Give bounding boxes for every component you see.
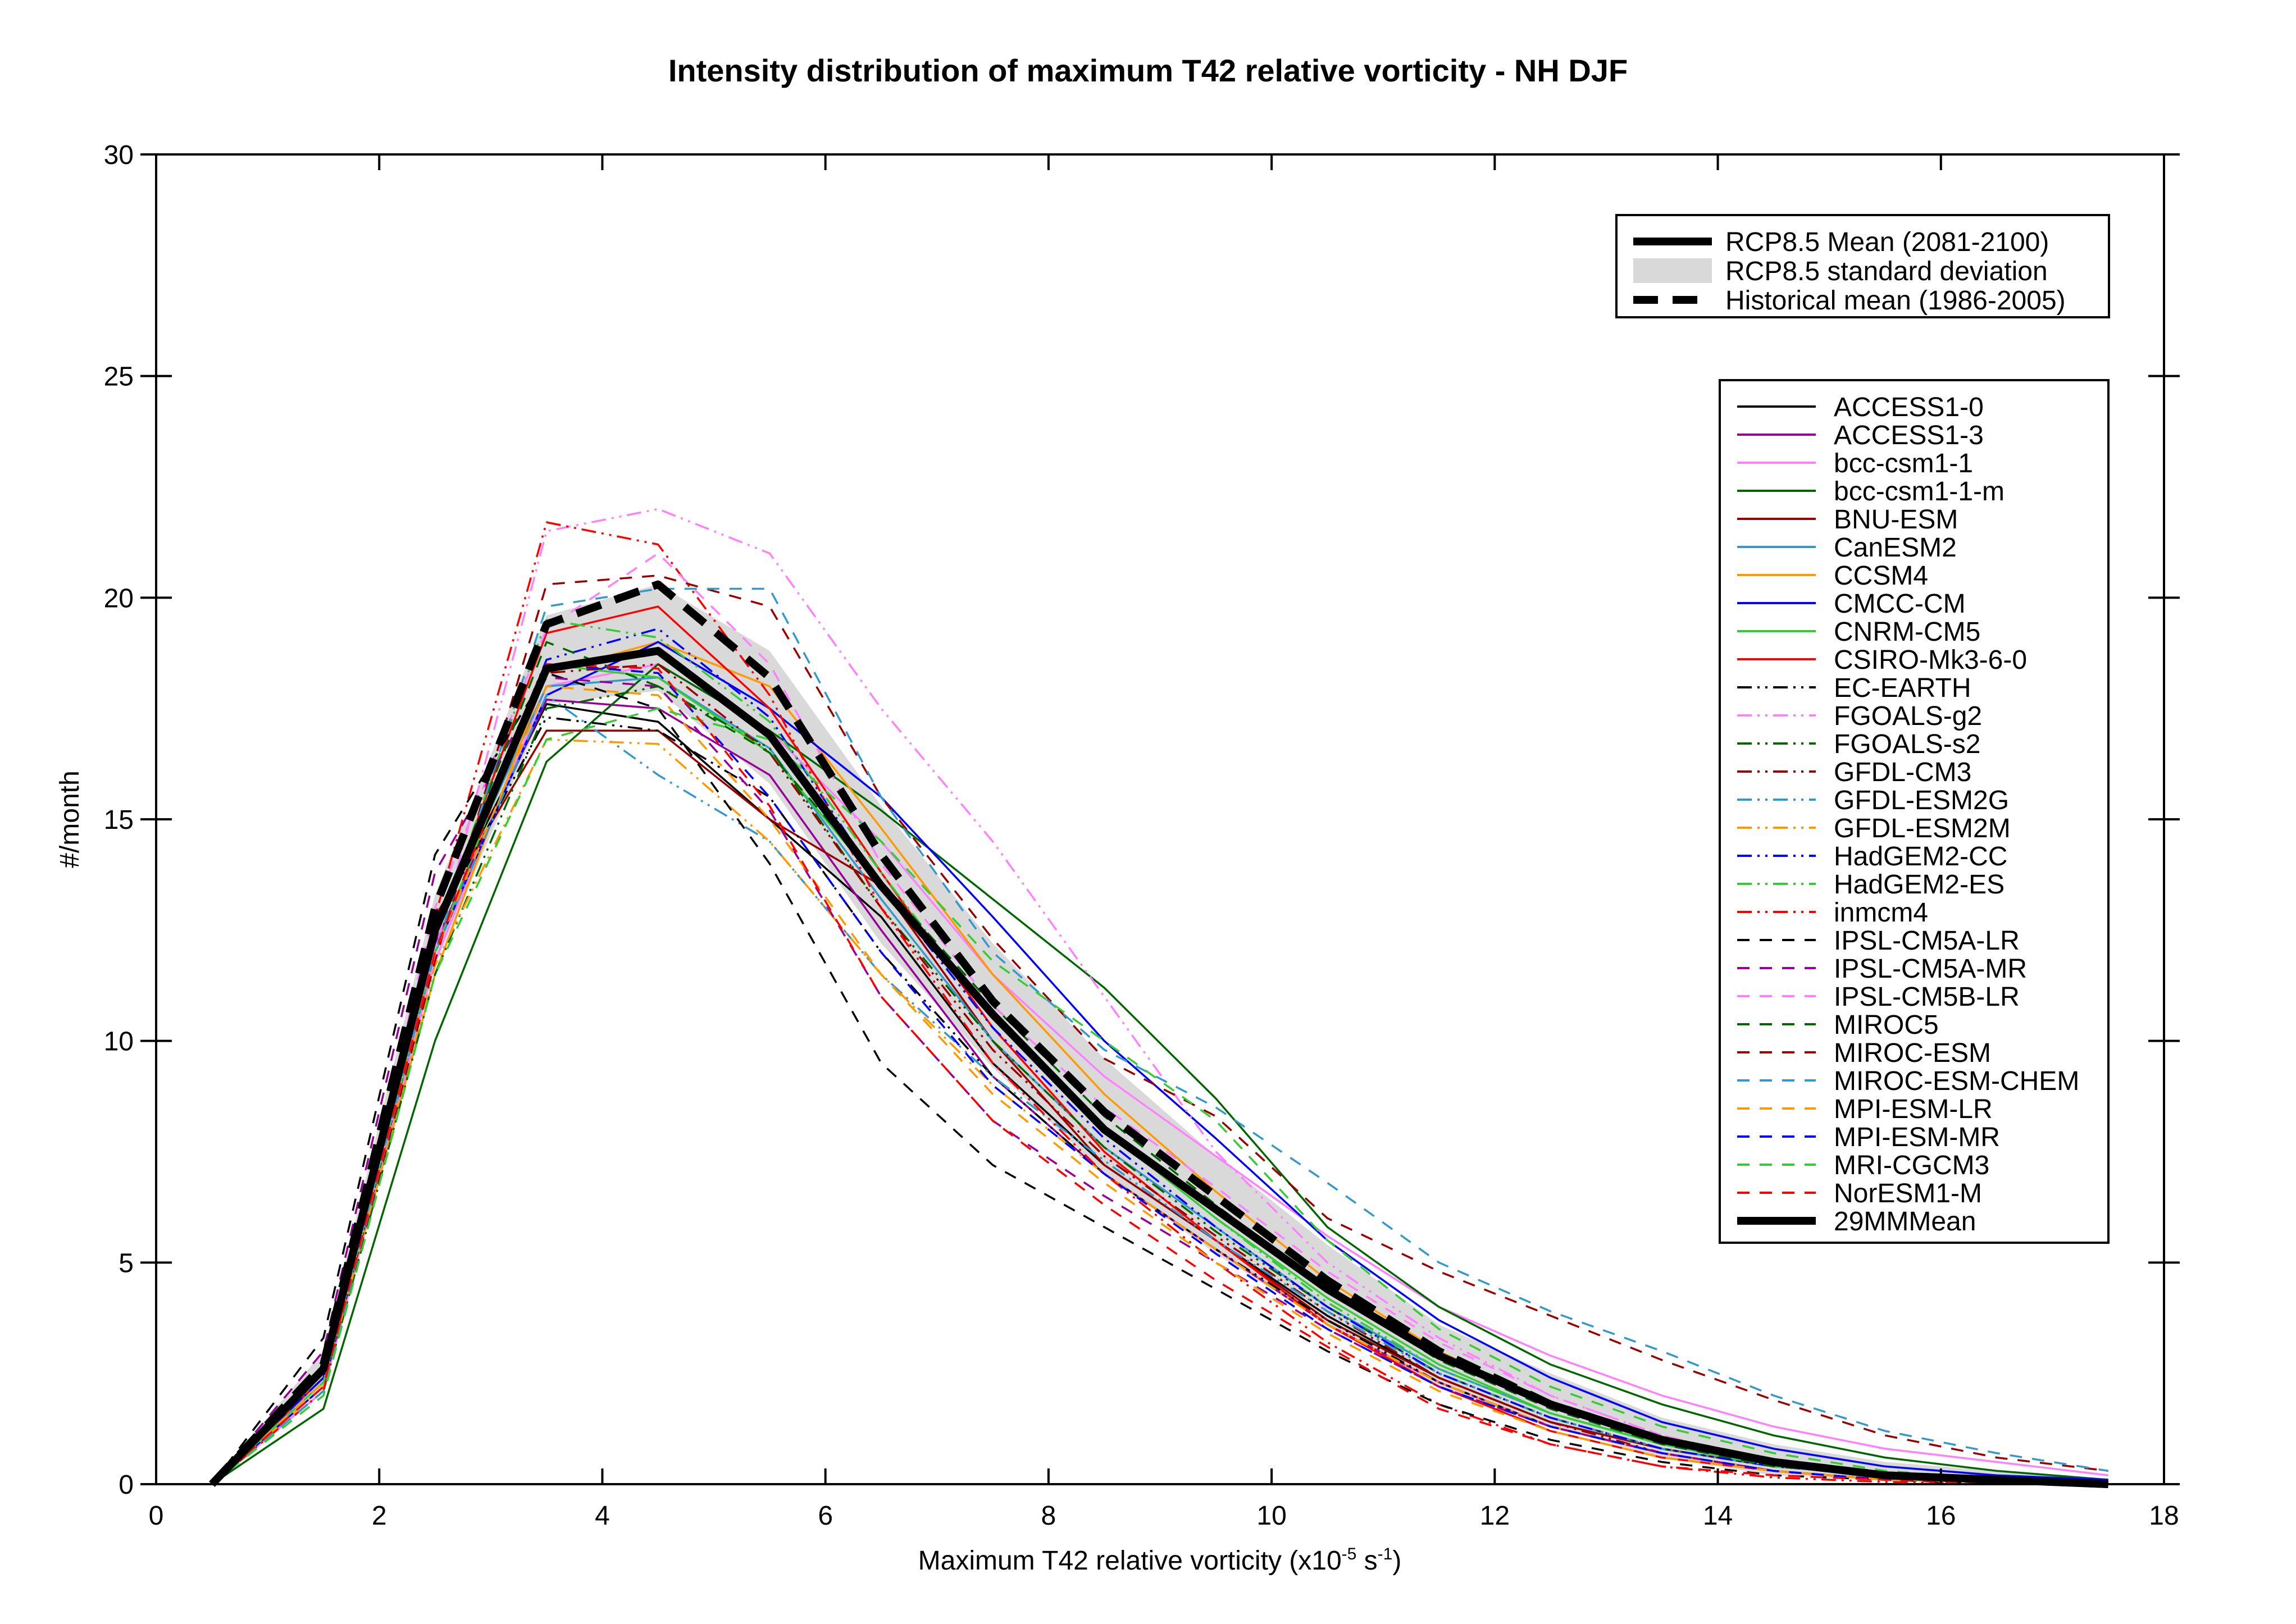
x-axis-label-unit: s	[1364, 1546, 1378, 1576]
model-legend: ACCESS1-0ACCESS1-3bcc-csm1-1bcc-csm1-1-m…	[1719, 379, 2110, 1244]
x-axis-label-exp: -5	[1342, 1545, 1357, 1563]
legend-label-noresm1-m: NorESM1-M	[1834, 1179, 1982, 1208]
legend-label-cmcc-cm: CMCC-CM	[1834, 589, 1966, 619]
legend-label-bcc-csm1-1-m: bcc-csm1-1-m	[1834, 477, 2005, 507]
x-tick-label: 14	[1703, 1501, 1733, 1531]
y-tick-label: 10	[104, 1027, 134, 1057]
legend-label-mpi-esm-lr: MPI-ESM-LR	[1834, 1094, 1993, 1124]
x-axis-label: Maximum T42 relative vorticity (x10-5 s-…	[918, 1545, 1402, 1576]
legend-label-csiro-mk3-6-0: CSIRO-Mk3-6-0	[1834, 645, 2027, 675]
x-axis-label-close: )	[1392, 1546, 1401, 1576]
y-tick-label: 5	[119, 1248, 134, 1278]
summary-legend-swatch	[1633, 258, 1712, 283]
legend-label-gfdl-cm3: GFDL-CM3	[1834, 758, 1971, 787]
x-tick-label: 12	[1480, 1501, 1510, 1531]
legend-label-mpi-esm-mr: MPI-ESM-MR	[1834, 1123, 2000, 1152]
legend-label-cnrm-cm5: CNRM-CM5	[1834, 617, 1980, 647]
legend-label-ccsm4: CCSM4	[1834, 561, 1928, 591]
x-axis-label-unit-exp: -1	[1378, 1545, 1393, 1563]
summary-legend-label: RCP8.5 standard deviation	[1725, 257, 2048, 286]
legend-label-access1-0: ACCESS1-0	[1834, 393, 1984, 422]
summary-legend: RCP8.5 Mean (2081-2100)RCP8.5 standard d…	[1615, 214, 2110, 318]
summary-legend-label: RCP8.5 Mean (2081-2100)	[1725, 227, 2049, 257]
legend-label-gfdl-esm2g: GFDL-ESM2G	[1834, 786, 2009, 815]
legend-label-canesm2: CanESM2	[1834, 533, 1957, 563]
series-line-inmcm4	[211, 521, 2108, 1485]
x-tick-label: 6	[818, 1501, 833, 1531]
historical-mean-line	[209, 580, 2108, 1488]
legend-label-inmcm4: inmcm4	[1834, 898, 1928, 928]
x-tick-label: 4	[595, 1501, 610, 1531]
x-tick-label: 10	[1256, 1501, 1286, 1531]
x-tick-label: 16	[1926, 1501, 1956, 1531]
legend-label-bcc-csm1-1: bcc-csm1-1	[1834, 449, 1973, 478]
axis-ticks: 0 2 4 6 8 10 12 14 16 18 0 5 10 15 20 25 30	[104, 140, 2180, 1531]
y-tick-label: 25	[104, 362, 134, 392]
x-tick-label: 8	[1041, 1501, 1056, 1531]
legend-label-fgoals-g2: FGOALS-g2	[1834, 701, 1982, 731]
y-tick-label: 0	[119, 1470, 134, 1500]
x-tick-label: 2	[372, 1501, 387, 1531]
legend-label-hadgem2-es: HadGEM2-ES	[1834, 870, 2005, 900]
y-tick-label: 15	[104, 805, 134, 835]
series-line-gfdl-esm2g	[211, 694, 2108, 1485]
y-tick-label: 30	[104, 140, 134, 170]
summary-legend-label: Historical mean (1986-2005)	[1725, 286, 2066, 316]
model-legend-box	[1719, 379, 2110, 1244]
x-axis-label-space	[1356, 1546, 1364, 1576]
legend-label-ipsl-cm5a-lr: IPSL-CM5A-LR	[1834, 926, 2020, 956]
x-tick-label: 18	[2149, 1501, 2179, 1531]
legend-label-mri-cgcm3: MRI-CGCM3	[1834, 1151, 1989, 1180]
legend-label-access1-3: ACCESS1-3	[1834, 421, 1984, 450]
series-line-mri-cgcm3	[211, 707, 2108, 1485]
series-line-mpi-esm-lr	[211, 685, 2108, 1485]
legend-label-ipsl-cm5a-mr: IPSL-CM5A-MR	[1834, 954, 2027, 984]
y-tick-label: 20	[104, 583, 134, 613]
legend-label-fgoals-s2: FGOALS-s2	[1834, 729, 1980, 759]
chart-title: Intensity distribution of maximum T42 re…	[668, 53, 1628, 88]
legend-label-ipsl-cm5b-lr: IPSL-CM5B-LR	[1834, 982, 2020, 1012]
y-axis-label: #/month	[55, 770, 85, 868]
legend-label-ec-earth: EC-EARTH	[1834, 673, 1971, 703]
legend-label-miroc5: MIROC5	[1834, 1010, 1939, 1040]
x-tick-label: 0	[149, 1501, 164, 1531]
mean-line-29mmmean	[209, 647, 2108, 1488]
legend-label-bnu-esm: BNU-ESM	[1834, 505, 1958, 535]
legend-label-miroc-esm-chem: MIROC-ESM-CHEM	[1834, 1066, 2079, 1096]
x-axis-label-main: Maximum T42 relative vorticity (x10	[918, 1546, 1342, 1576]
legend-label-29mmmean: 29MMMean	[1834, 1207, 1976, 1237]
historical-line	[209, 580, 2108, 1488]
series-line-bcc-csm1-1-m	[211, 663, 2108, 1485]
legend-label-miroc-esm: MIROC-ESM	[1834, 1038, 1991, 1068]
mean-line	[209, 647, 2108, 1488]
legend-label-gfdl-esm2m: GFDL-ESM2M	[1834, 814, 2011, 843]
legend-label-hadgem2-cc: HadGEM2-CC	[1834, 842, 2007, 872]
